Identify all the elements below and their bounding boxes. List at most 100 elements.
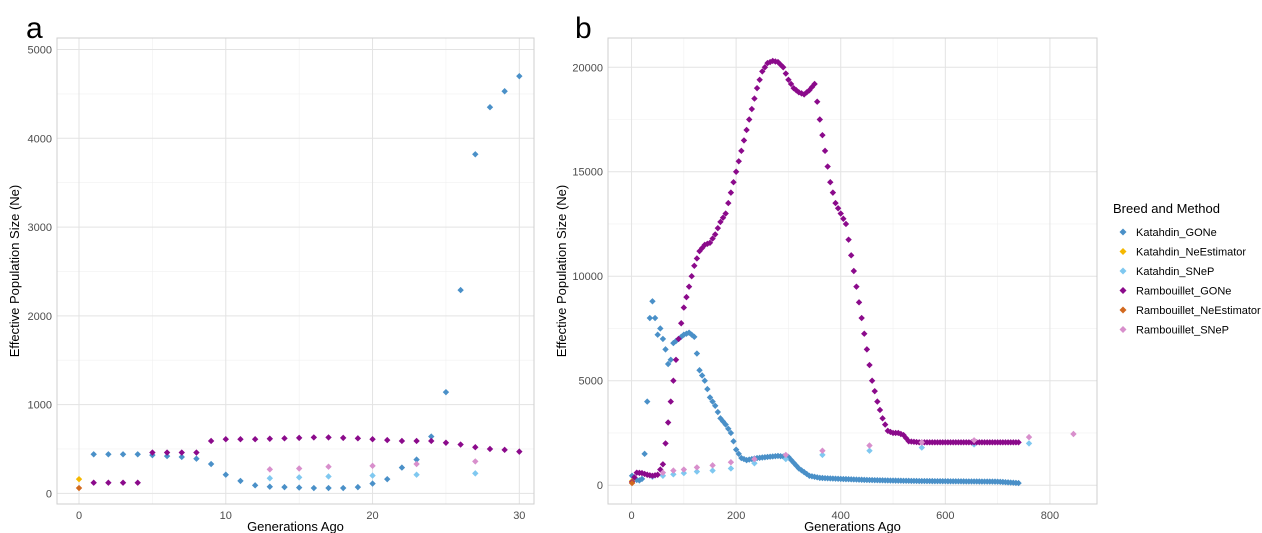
data-point: [693, 468, 701, 475]
data-point: [237, 477, 244, 485]
legend-key: [1119, 306, 1127, 314]
data-point: [680, 304, 688, 311]
legend-item-label: Rambouillet_NeEstimator: [1136, 305, 1261, 317]
data-point: [325, 434, 332, 441]
data-point: [281, 483, 288, 491]
data-point: [266, 435, 274, 442]
data-point: [163, 449, 171, 456]
data-point: [1015, 439, 1022, 446]
data-point: [918, 444, 925, 451]
data-point: [850, 267, 858, 275]
data-point: [834, 205, 842, 212]
data-point: [727, 429, 735, 437]
panel-b-x-tick-label: 0: [628, 510, 634, 522]
data-point: [709, 462, 716, 469]
data-point: [717, 218, 724, 226]
panel-b-series-Rambouillet_NeEstimator: [628, 479, 636, 487]
panel-b-y-tick-label: 0: [597, 480, 603, 492]
data-point: [863, 346, 871, 353]
data-point: [811, 80, 818, 88]
data-point: [369, 480, 376, 487]
data-point: [325, 473, 332, 480]
legend-item-label: Rambouillet_GONe: [1136, 286, 1231, 298]
data-point: [340, 484, 347, 492]
data-point: [897, 430, 905, 438]
data-point: [858, 314, 865, 322]
data-point: [90, 451, 97, 458]
data-point: [861, 330, 868, 337]
data-point: [853, 283, 860, 290]
data-point: [714, 408, 722, 416]
data-point: [712, 231, 719, 238]
data-point: [696, 367, 703, 374]
data-point: [706, 239, 714, 246]
data-point: [662, 440, 669, 447]
data-point: [866, 361, 873, 369]
panel-b-series-Rambouillet_SNeP: [659, 430, 1077, 476]
data-point: [813, 98, 821, 105]
data-point: [628, 479, 636, 487]
panel-a-series-Rambouillet_NeEstimator: [75, 484, 83, 492]
data-point: [764, 59, 771, 67]
data-point: [738, 147, 745, 155]
data-point: [442, 439, 450, 446]
data-point: [472, 151, 479, 158]
data-point: [667, 356, 674, 364]
data-point: [428, 437, 435, 445]
data-point: [651, 314, 659, 322]
panel-a-frame: [56, 37, 535, 505]
data-point: [845, 236, 852, 243]
data-point: [693, 350, 701, 357]
data-point: [816, 116, 824, 123]
legend-key: [1119, 248, 1127, 255]
data-point: [472, 458, 479, 465]
data-point: [1025, 433, 1033, 441]
data-point: [207, 460, 215, 468]
data-point: [641, 450, 648, 458]
panel-b-chart: 0 200 400 600 800 0 5000 10000 15000 20000 Generat…: [554, 37, 1098, 533]
data-point: [785, 76, 792, 83]
data-point: [163, 452, 171, 460]
data-point: [706, 394, 714, 401]
data-point: [837, 210, 844, 217]
panel-a-y-tick-label: 2000: [28, 311, 52, 323]
data-point: [413, 437, 420, 445]
legend-key: [1119, 228, 1127, 236]
data-point: [680, 469, 688, 477]
data-point: [866, 442, 873, 449]
data-point: [178, 453, 185, 461]
panel-a-y-tick-label: 5000: [28, 45, 52, 57]
data-point: [119, 479, 127, 486]
panel-b-label: b: [575, 12, 592, 45]
data-point: [855, 299, 863, 306]
data-point: [719, 214, 727, 221]
data-point: [704, 240, 711, 248]
panel-a-y-tick-label: 3000: [28, 222, 52, 234]
data-point: [751, 460, 758, 467]
data-point: [704, 385, 711, 393]
data-point: [800, 468, 808, 476]
data-point: [237, 436, 244, 443]
data-point: [119, 451, 127, 458]
data-point: [638, 475, 646, 483]
data-point: [759, 68, 766, 75]
data-point: [664, 419, 672, 426]
legend: Breed and Method Katahdin_GONe Katahdin_N…: [1113, 201, 1261, 337]
data-point: [369, 436, 376, 443]
data-point: [354, 435, 362, 442]
data-point: [881, 421, 889, 428]
data-point: [670, 467, 677, 474]
data-point: [678, 320, 685, 327]
data-point: [693, 464, 701, 471]
data-point: [413, 456, 420, 463]
data-point: [659, 335, 667, 343]
data-point: [428, 433, 435, 440]
panel-a-series-Katahdin_SNeP: [266, 470, 479, 482]
data-point: [672, 337, 680, 345]
data-point: [654, 331, 661, 338]
data-point: [780, 64, 787, 71]
data-point: [714, 224, 722, 232]
data-point: [879, 415, 886, 422]
data-point: [918, 439, 925, 446]
